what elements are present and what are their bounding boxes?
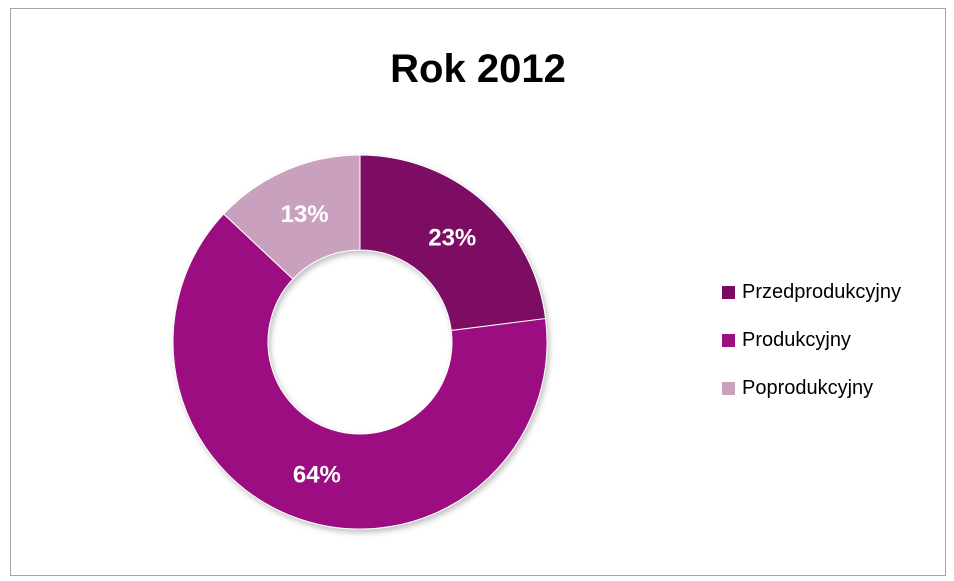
legend-item-przedprodukcyjny: Przedprodukcyjny <box>722 280 901 304</box>
legend-item-produkcyjny: Produkcyjny <box>722 328 901 352</box>
legend-swatch <box>722 285 735 299</box>
donut-slice-przedprodukcyjny <box>359 154 547 332</box>
legend-swatch <box>722 381 735 395</box>
data-label-przedprodukcyjny: 23% <box>428 224 476 251</box>
donut-slice-poprodukcyjny <box>222 154 361 280</box>
legend: Przedprodukcyjny Produkcyjny Poprodukcyjny <box>722 280 901 424</box>
legend-item-poprodukcyjny: Poprodukcyjny <box>722 376 901 400</box>
data-label-poprodukcyjny: 13% <box>281 201 329 228</box>
legend-label: Poprodukcyjny <box>742 376 874 399</box>
data-label-produkcyjny: 64% <box>293 462 341 489</box>
legend-label: Produkcyjny <box>742 328 851 351</box>
legend-label: Przedprodukcyjny <box>742 280 901 303</box>
donut-slice-produkcyjny <box>172 213 548 530</box>
legend-swatch <box>722 333 735 347</box>
chart-title: Rok 2012 <box>390 47 566 91</box>
